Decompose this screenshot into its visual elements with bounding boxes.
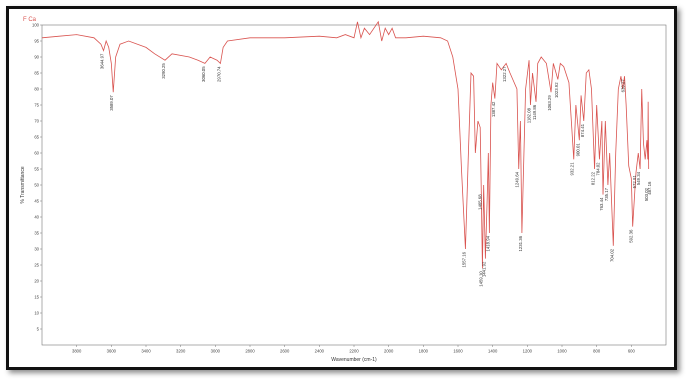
x-tick-label: 2600 <box>280 349 290 354</box>
y-tick-label: 80 <box>34 87 39 92</box>
y-tick-label: 100 <box>32 23 40 28</box>
x-tick-label: 1600 <box>453 349 463 354</box>
x-tick-label: 3600 <box>107 349 117 354</box>
peak-label: 639.27 <box>621 79 626 93</box>
x-tick-label: 1200 <box>523 349 533 354</box>
peak-label: 487.16 <box>647 181 652 195</box>
peak-label: 3589.07 <box>109 95 114 111</box>
x-tick-label: 1000 <box>557 349 567 354</box>
x-tick-label: 2400 <box>315 349 325 354</box>
spectrum-line <box>41 20 650 269</box>
x-axis-label: Wavenumber (cm-1) <box>331 357 377 363</box>
x-tick-label: 3200 <box>176 349 186 354</box>
peak-label: 1063.29 <box>547 95 552 111</box>
y-tick-label: 35 <box>34 231 39 236</box>
x-tick-label: 3800 <box>72 349 82 354</box>
peak-label: 3644.97 <box>100 53 105 69</box>
plot-area <box>41 24 667 346</box>
x-tick-label: 600 <box>628 349 636 354</box>
peak-label: 1023.92 <box>554 82 559 98</box>
y-tick-label: 75 <box>34 103 39 108</box>
x-tick-label: 2000 <box>384 349 394 354</box>
y-tick-label: 65 <box>34 135 39 140</box>
y-tick-label: 90 <box>34 55 39 60</box>
y-tick-label: 30 <box>34 247 39 252</box>
y-axis: 5 10 15 20 25 30 35 40 45 50 55 60 65 70 75 80 85 90 95 100 <box>32 23 42 332</box>
y-tick-label: 40 <box>34 215 39 220</box>
peak-label: 1249.64 <box>515 171 520 187</box>
peak-label: 1149.86 <box>532 104 537 120</box>
y-tick-label: 95 <box>34 39 39 44</box>
ir-spectrum-chart: F Ca 5 10 15 20 25 30 35 40 45 50 55 60 65 70 75 80 85 90… <box>20 17 667 363</box>
y-tick-label: 5 <box>37 327 40 332</box>
peak-label: 592.36 <box>629 229 634 243</box>
x-tick-label: 3000 <box>211 349 221 354</box>
y-axis-label: % Transmittance <box>20 166 26 203</box>
peak-label: 812.22 <box>591 171 596 185</box>
x-tick-label: 3400 <box>141 349 151 354</box>
y-tick-label: 15 <box>34 295 39 300</box>
peak-label: 1231.36 <box>518 235 523 251</box>
peak-label: 763.44 <box>599 197 604 211</box>
peak-label: 704.02 <box>609 248 614 262</box>
x-axis: 3800 3600 3400 3200 3000 2800 2600 2400 2200 2000… <box>72 345 635 354</box>
y-tick-label: 60 <box>34 151 39 156</box>
peak-label: 1441.92 <box>481 261 486 277</box>
peak-labels: 3644.97 3589.07 3290.25 3060.05 2970.74 1557.… <box>100 53 652 287</box>
chart-frame: F Ca 5 10 15 20 25 30 35 40 45 50 55 60 65 70 75 80 85 90… <box>6 6 677 370</box>
peak-label: 503.02 <box>644 187 649 201</box>
peak-label: 3060.05 <box>201 66 206 82</box>
peak-label: 549.34 <box>636 171 641 185</box>
peak-label: 735.17 <box>604 187 609 201</box>
peak-label: 2970.74 <box>216 66 221 82</box>
peak-label: 784.02 <box>595 162 600 176</box>
y-tick-label: 50 <box>34 183 39 188</box>
peak-label: 1322.27 <box>502 66 507 82</box>
peak-label: 1465.68 <box>477 194 482 210</box>
y-tick-label: 25 <box>34 263 39 268</box>
x-tick-label: 1400 <box>488 349 498 354</box>
x-tick-label: 1800 <box>419 349 429 354</box>
peak-label: 932.21 <box>570 162 575 176</box>
x-tick-label: 2800 <box>245 349 255 354</box>
y-tick-label: 10 <box>34 311 39 316</box>
peak-label: 1459.10 <box>478 271 483 287</box>
x-tick-label: 800 <box>593 349 601 354</box>
y-tick-label: 20 <box>34 279 39 284</box>
peak-label: 1557.16 <box>461 251 466 267</box>
peak-label: 1182.08 <box>526 107 531 123</box>
peak-label: 572.91 <box>632 175 637 189</box>
peak-label: 1387.42 <box>491 101 496 117</box>
y-tick-label: 70 <box>34 119 39 124</box>
y-tick-label: 85 <box>34 71 39 76</box>
peak-label: 3290.25 <box>161 63 166 79</box>
y-tick-label: 55 <box>34 167 39 172</box>
y-tick-label: 45 <box>34 199 39 204</box>
peak-label: 900.01 <box>575 143 580 157</box>
series-label: F Ca <box>23 17 37 23</box>
peak-label: 1418.94 <box>485 235 490 251</box>
peak-label: 874.41 <box>580 123 585 137</box>
x-tick-label: 2200 <box>349 349 359 354</box>
